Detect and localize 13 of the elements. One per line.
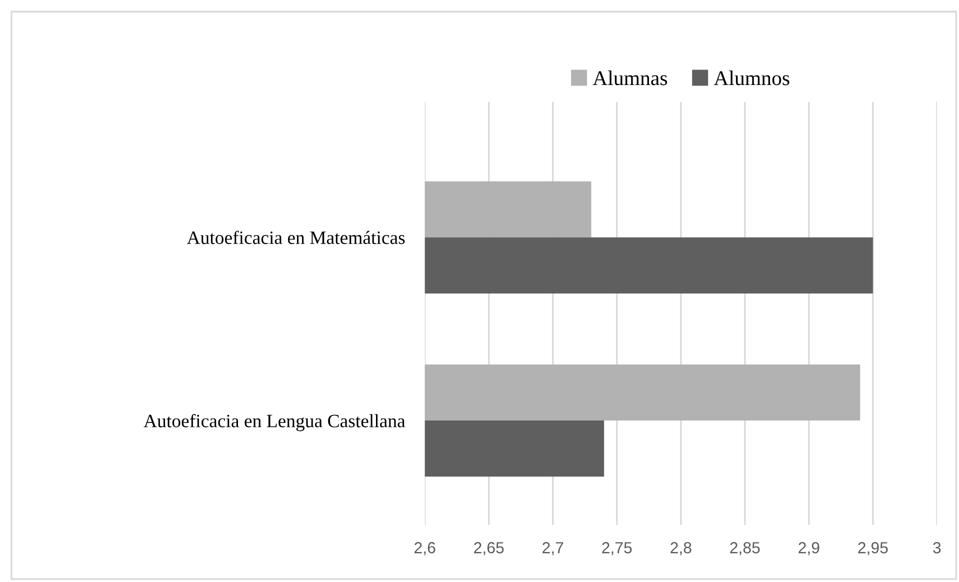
x-tick-label: 3 — [933, 542, 941, 554]
x-tick-label: 2,6 — [414, 542, 436, 556]
legend-label: Alumnas — [592, 70, 668, 86]
x-tick-label: 2,7 — [542, 542, 564, 556]
legend-label: Alumnos — [714, 70, 790, 86]
y-tick-label: Autoeficacia en Lengua Castellana — [144, 414, 406, 432]
x-tick-label: 2,65 — [474, 542, 504, 556]
x-tick-label: 2,8 — [670, 542, 692, 556]
x-tick-label: 2,95 — [858, 542, 888, 556]
y-tick-label: Autoeficacia en Matemáticas — [186, 230, 405, 244]
x-tick-label: 2,85 — [730, 542, 760, 556]
x-tick-label: 2,75 — [602, 542, 632, 556]
x-tick-label: 2,9 — [798, 542, 820, 556]
